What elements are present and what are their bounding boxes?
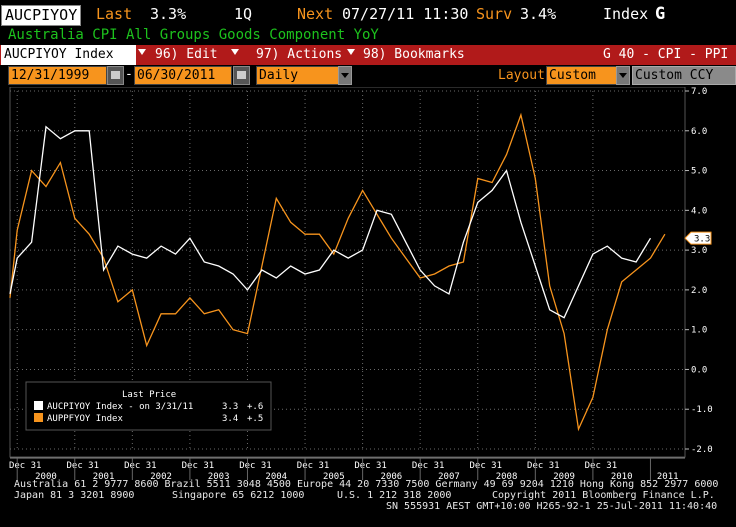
last-value-tag-shape <box>684 231 712 245</box>
chart-title: Australia CPI All Groups Goods Component… <box>8 27 379 43</box>
date-range-separator: - <box>125 67 133 82</box>
end-calendar-icon[interactable] <box>233 66 250 85</box>
x-tick-label: Dec 31 <box>239 461 272 471</box>
y-tick-label: 4.0 <box>691 206 707 216</box>
x-year-label: 2010 <box>611 472 633 480</box>
x-tick-label: Dec 31 <box>527 461 560 471</box>
period-label: 1Q <box>234 5 253 23</box>
x-axis: Dec 31 Dec 31 Dec 31 Dec 31 Dec 31 Dec 31 Dec … <box>9 457 685 480</box>
x-tick-label: Dec 31 <box>354 461 387 471</box>
legend-entry-text: AUCPIYOY Index - on 3/31/11 <box>47 402 193 412</box>
security-dropdown-icon[interactable] <box>138 49 146 55</box>
survey-label: Surv <box>476 5 513 23</box>
ticker-input[interactable]: AUCPIYOY <box>1 5 82 26</box>
x-year-label: 2009 <box>553 472 575 480</box>
y-tick-label: -1.0 <box>691 405 713 415</box>
x-year-label: 2000 <box>35 472 57 480</box>
x-year-label: 2003 <box>208 472 230 480</box>
x-tick-label: Dec 31 <box>585 461 618 471</box>
frequency-select[interactable]: Daily <box>256 66 340 85</box>
y-tick-label: -2.0 <box>691 445 713 455</box>
legend-box <box>25 381 272 431</box>
y-axis: 7.0 6.0 5.0 4.0 3.0 2.0 1.0 0.0 -1.0 -2.0 <box>685 87 713 455</box>
edit-dropdown-icon[interactable] <box>231 49 239 55</box>
footer-phone-japan: Japan 81 3 3201 8900 <box>14 490 135 501</box>
legend: Last Price AUCPIYOY Index - on 3/31/11 3.3… <box>25 381 272 431</box>
layout-label: Layout <box>498 68 545 83</box>
start-date-field[interactable]: 12/31/1999 <box>8 66 107 85</box>
bookmarks-menu-button[interactable]: 98) Bookmarks <box>363 47 465 62</box>
graph-id-label: G 40 - CPI - PPI <box>603 47 729 62</box>
y-tick-label: 7.0 <box>691 87 707 97</box>
x-year-label: 2002 <box>150 472 172 480</box>
legend-entry-change: +.6 <box>247 402 263 412</box>
layout-dropdown-icon[interactable] <box>616 66 630 85</box>
x-tick-label: Dec 31 <box>9 461 42 471</box>
y-tick-label: 6.0 <box>691 127 707 137</box>
y-tick-label: 1.0 <box>691 326 707 336</box>
series-line <box>9 125 652 319</box>
currency-select[interactable]: Custom CCY <box>632 66 736 85</box>
series-lines <box>9 112 666 432</box>
footer-session-info: SN 555931 AEST GMT+10:00 H265-92-1 25-Ju… <box>386 501 718 512</box>
legend-entry-text: AUPPFYOY Index <box>47 414 123 424</box>
legend-swatch <box>34 401 43 410</box>
last-label: Last <box>96 5 133 23</box>
footer-copyright: Copyright 2011 Bloomberg Finance L.P. <box>492 490 715 501</box>
edit-menu-button[interactable]: 96) Edit <box>155 47 218 62</box>
actions-dropdown-icon[interactable] <box>347 49 355 55</box>
footer-phone-us: U.S. 1 212 318 2000 <box>337 490 452 501</box>
legend-title: Last Price <box>122 390 176 400</box>
x-tick-label: Dec 31 <box>182 461 215 471</box>
x-year-label: 2008 <box>496 472 518 480</box>
legend-swatch <box>34 413 43 422</box>
x-year-label: 2005 <box>323 472 345 480</box>
x-tick-label: Dec 31 <box>67 461 100 471</box>
last-value-tag: 3.3 <box>684 231 712 245</box>
graph-function-label: G <box>655 4 666 24</box>
actions-menu-button[interactable]: 97) Actions <box>256 47 343 62</box>
y-tick-label: 5.0 <box>691 167 707 177</box>
x-year-label: 2011 <box>657 472 679 480</box>
frequency-dropdown-icon[interactable] <box>338 66 352 85</box>
footer-phone-line-1: Australia 61 2 9777 8600 Brazil 5511 304… <box>14 479 719 490</box>
x-tick-label: Dec 31 <box>297 461 330 471</box>
legend-entry-value: 3.4 <box>222 414 238 424</box>
cpi-line-chart: 7.06.05.04.03.02.01.00.0-1.0-2.0 Dec 31 D… <box>9 87 713 480</box>
footer-phone-singapore: Singapore 65 6212 1000 <box>172 490 305 501</box>
ticker-bar: AUCPIYOY Last 3.3% 1Q Next 07/27/11 11:3… <box>0 0 736 28</box>
function-toolbar: AUCPIYOY Index 96) Edit 97) Actions 98) … <box>0 45 736 65</box>
x-tick-label: Dec 31 <box>124 461 157 471</box>
y-tick-label: 0.0 <box>691 365 707 375</box>
security-field[interactable]: AUCPIYOY Index <box>1 45 136 65</box>
index-label: Index <box>603 5 649 23</box>
date-controls: 12/31/1999 - 06/30/2011 Daily Layout Cus… <box>0 66 736 85</box>
end-date-field[interactable]: 06/30/2011 <box>134 66 232 85</box>
x-year-label: 2006 <box>381 472 403 480</box>
y-tick-label: 3.0 <box>691 246 707 256</box>
survey-value: 3.4% <box>520 5 557 23</box>
start-calendar-icon[interactable] <box>107 66 124 85</box>
x-year-label: 2007 <box>438 472 460 480</box>
y-tick-label: 2.0 <box>691 286 707 296</box>
last-value: 3.3% <box>150 5 187 23</box>
x-tick-label: Dec 31 <box>412 461 445 471</box>
series-line <box>9 112 666 432</box>
next-label: Next <box>297 5 334 23</box>
legend-entry-change: +.5 <box>247 414 263 424</box>
legend-entry-value: 3.3 <box>222 402 238 412</box>
x-year-label: 2001 <box>93 472 115 480</box>
x-year-label: 2004 <box>265 472 287 480</box>
next-release-value: 07/27/11 11:30 <box>342 5 469 23</box>
layout-select[interactable]: Custom <box>546 66 618 85</box>
x-tick-label: Dec 31 <box>469 461 502 471</box>
last-value-tag-text: 3.3 <box>694 235 710 245</box>
